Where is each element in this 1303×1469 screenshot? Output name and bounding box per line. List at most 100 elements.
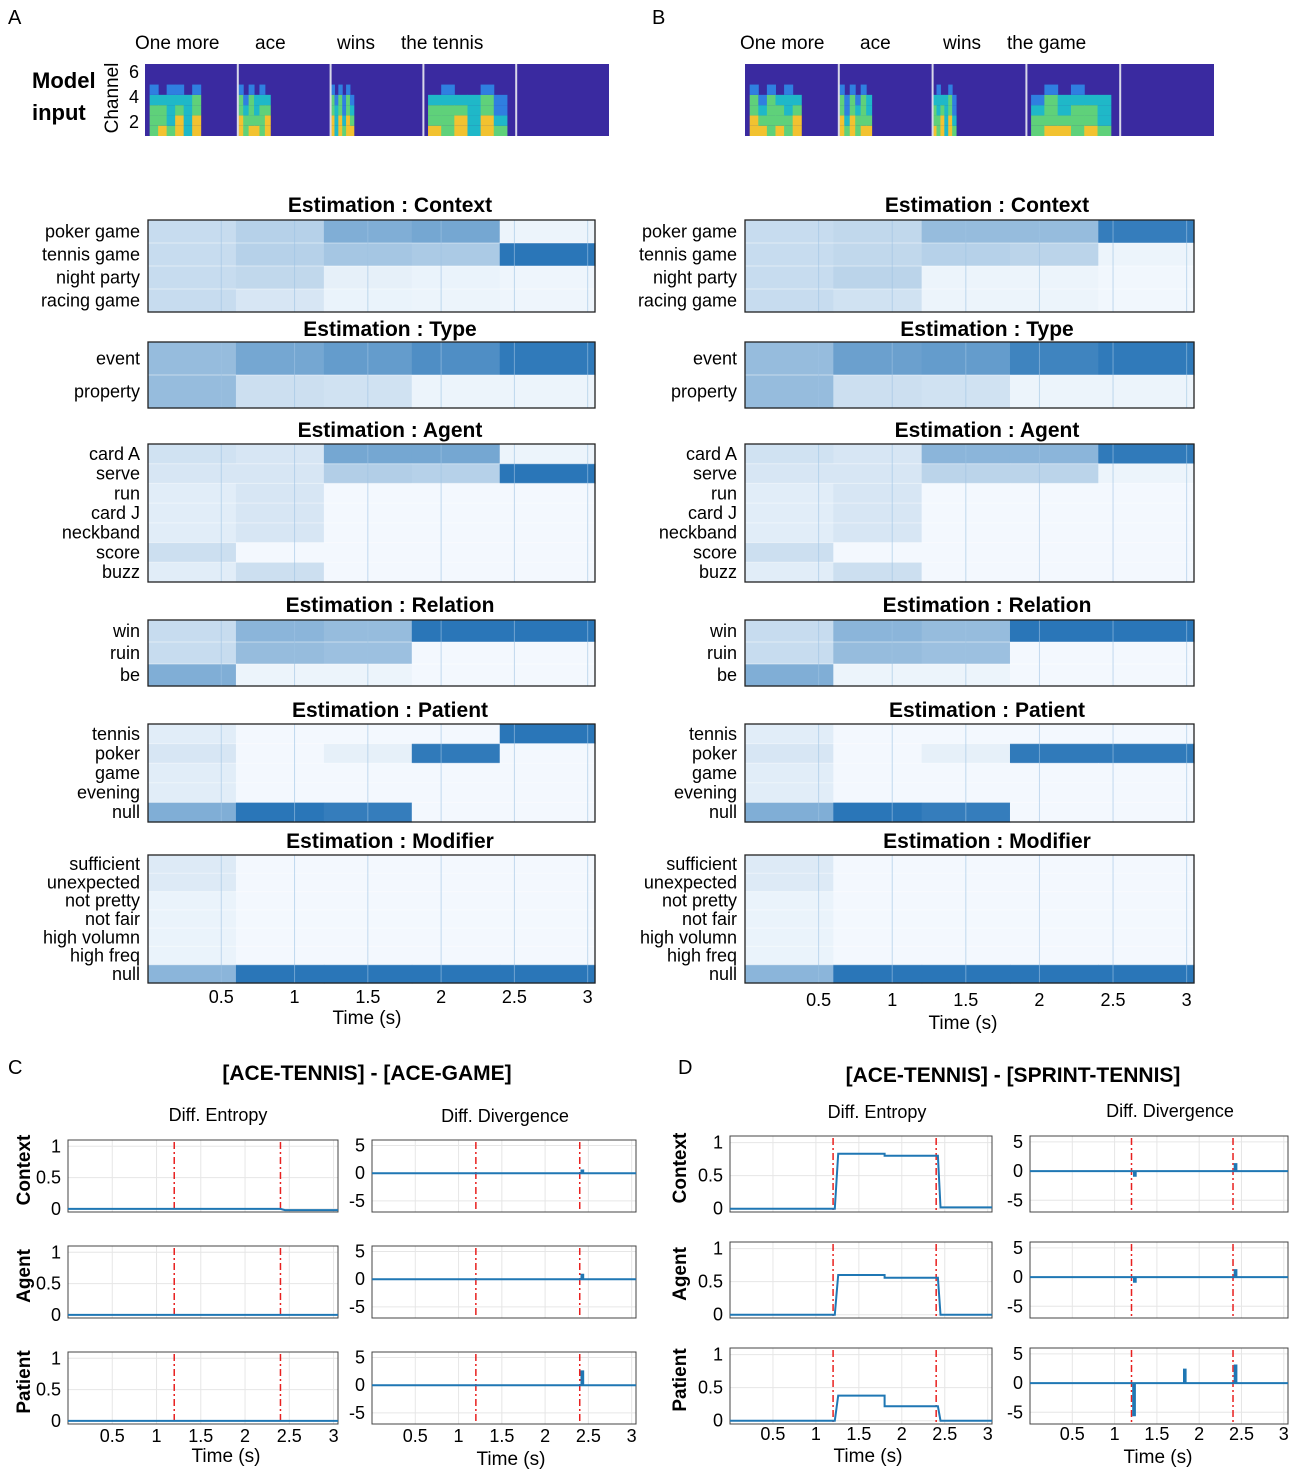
title-agent-b: Estimation : Agent bbox=[895, 419, 1080, 442]
row-label-agent-d: Agent bbox=[670, 1246, 691, 1301]
heatmap-cell bbox=[1098, 220, 1195, 244]
heatmap-cell bbox=[148, 620, 237, 643]
heatmap-cell bbox=[1009, 444, 1099, 465]
spectrogram-cell bbox=[1097, 125, 1112, 136]
spectrogram-cell bbox=[838, 84, 845, 95]
heatmap-cell bbox=[235, 782, 325, 803]
heatmap-cell bbox=[833, 873, 923, 893]
series-line-agent bbox=[730, 1274, 992, 1316]
line-plot-ytick-label: -5 bbox=[1007, 1190, 1023, 1210]
heatmap-cell bbox=[499, 483, 596, 504]
spectrogram-cell bbox=[784, 84, 794, 95]
heatmap-cell bbox=[148, 743, 237, 764]
spectrogram-cell bbox=[766, 84, 776, 95]
heatmap-cell bbox=[833, 463, 923, 485]
spectrogram-cell bbox=[166, 105, 176, 116]
spectrogram-cell bbox=[1044, 94, 1059, 106]
spectrogram-cell bbox=[784, 125, 794, 136]
spectrogram-cell bbox=[866, 105, 873, 116]
heatmap-row-label: high freq bbox=[667, 946, 737, 966]
heatmap-cell bbox=[833, 802, 923, 823]
spectrogram-cell bbox=[338, 115, 343, 126]
spectrogram-cell bbox=[264, 125, 271, 136]
heatmap-row-label: card J bbox=[688, 503, 737, 523]
heatmap-row-label: win bbox=[112, 621, 140, 641]
spectrogram-cell bbox=[766, 105, 776, 116]
heatmap-row-label: card A bbox=[89, 444, 140, 464]
spectrogram-cell bbox=[860, 115, 867, 126]
heatmap-cell bbox=[499, 375, 596, 409]
spectrogram-cell bbox=[1044, 115, 1059, 126]
heatmap-row-label: high volumn bbox=[43, 927, 140, 947]
heatmap-cell bbox=[411, 763, 501, 784]
heatmap-cell bbox=[411, 463, 501, 485]
spectrogram-cell bbox=[243, 115, 250, 126]
spectrogram-cell bbox=[330, 125, 335, 136]
heatmap-cell bbox=[1009, 620, 1099, 643]
heatmap-cell bbox=[1098, 243, 1195, 267]
spectrogram-cell bbox=[855, 105, 862, 116]
heatmap-row-label: sufficient bbox=[69, 854, 140, 874]
spectrogram-cell bbox=[259, 125, 266, 136]
heatmap-cell bbox=[148, 964, 237, 984]
lineplot-xlabel-d-divergence: Time (s) bbox=[1124, 1447, 1193, 1468]
heatmap-cell bbox=[833, 220, 923, 244]
line-plot-xtick-label: 0.5 bbox=[1060, 1424, 1085, 1444]
spectrogram-cell bbox=[749, 125, 759, 136]
line-plot-frame bbox=[67, 1351, 339, 1425]
spectrogram-cell bbox=[749, 105, 759, 116]
spectrogram-cell bbox=[264, 115, 271, 126]
heatmap-cell bbox=[499, 873, 596, 893]
heatmap-cell bbox=[411, 873, 501, 893]
line-plot-ytick-label: 1 bbox=[51, 1348, 61, 1368]
heatmap-cell bbox=[745, 266, 834, 290]
spectrogram-cell bbox=[480, 94, 495, 106]
spectrogram-cell bbox=[175, 105, 185, 116]
heatmap-cell bbox=[1009, 855, 1099, 874]
spectrogram-cell bbox=[493, 125, 508, 136]
heatmap-frame-b bbox=[744, 443, 1195, 583]
line-plot-ytick-label: 0.5 bbox=[698, 1378, 723, 1398]
heatmap-xtick-label: 1 bbox=[290, 987, 300, 1007]
line-plot-frame bbox=[371, 1351, 637, 1425]
spectrogram-cell bbox=[454, 115, 468, 126]
heatmap-cell bbox=[1009, 964, 1099, 984]
heatmap-cell bbox=[833, 743, 923, 764]
heatmap-cell bbox=[411, 289, 501, 313]
heatmap-cell bbox=[833, 664, 923, 687]
line-plot-xtick-label: 1.5 bbox=[1144, 1424, 1169, 1444]
series-line-context bbox=[730, 1152, 992, 1210]
spectrogram-cell bbox=[952, 115, 957, 126]
heatmap-row-label: run bbox=[114, 483, 140, 503]
word-label: wins bbox=[336, 33, 375, 54]
heatmap-cell bbox=[235, 444, 325, 465]
heatmap-cell bbox=[1098, 782, 1195, 803]
heatmap-row-label: sufficient bbox=[666, 854, 737, 874]
series-line-patient bbox=[372, 1370, 636, 1387]
spectrogram-cell bbox=[467, 105, 482, 116]
heatmap-row-label: event bbox=[693, 349, 737, 369]
heatmap-cell bbox=[1098, 522, 1195, 544]
lineplot-xlabel-c-divergence: Time (s) bbox=[477, 1449, 546, 1469]
heatmap-cell bbox=[148, 342, 237, 376]
heatmap-cell bbox=[1009, 664, 1099, 687]
heatmap-row-label: not pretty bbox=[65, 891, 140, 911]
spectrogram-cell bbox=[849, 105, 856, 116]
spectrogram-cell bbox=[248, 84, 255, 95]
heatmap-cell bbox=[745, 483, 834, 504]
row-label-patient-d: Patient bbox=[670, 1348, 691, 1412]
spectrogram-cell bbox=[844, 94, 851, 106]
line-plot-frame bbox=[729, 1347, 993, 1425]
heatmap-cell bbox=[833, 763, 923, 784]
heatmap-cell bbox=[411, 542, 501, 563]
spectrogram-cell bbox=[1057, 115, 1072, 126]
spectrogram-cell bbox=[183, 125, 193, 136]
line-plot-frame bbox=[1029, 1241, 1289, 1319]
spectrogram-cell bbox=[441, 105, 455, 116]
heatmap-cell bbox=[1009, 724, 1099, 745]
heatmap-cell bbox=[411, 891, 501, 911]
spectrogram-cell bbox=[1057, 94, 1072, 106]
heatmap-cell bbox=[1009, 266, 1099, 290]
heatmap-cell bbox=[745, 964, 834, 984]
heatmap-cell bbox=[148, 289, 237, 313]
